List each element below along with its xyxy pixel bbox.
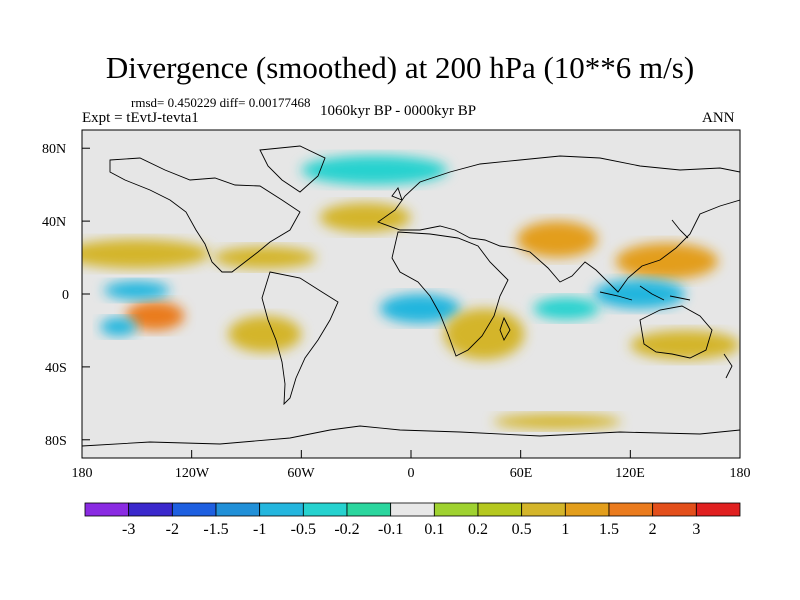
lon-label-60e: 60E — [509, 466, 533, 481]
field-southern-ocean-band — [630, 330, 740, 360]
coastline-japan — [671, 219, 689, 239]
colorbar-swatch — [259, 502, 304, 517]
colorbar-label: 3 — [692, 521, 701, 538]
colorbar-label: 1 — [561, 521, 570, 538]
coastline-antarctica — [82, 425, 740, 447]
colorbar-swatch — [390, 502, 435, 517]
colorbar-swatch — [171, 502, 217, 517]
colorbar-swatch — [302, 502, 348, 517]
colorbar-swatch — [215, 502, 261, 517]
lon-label-120e: 120E — [615, 466, 645, 481]
colorbar-swatch — [346, 502, 392, 517]
colorbar-label: 0.1 — [424, 521, 445, 538]
lat-label-40s: 40S — [45, 361, 67, 376]
coastline-madagascar — [499, 316, 511, 342]
divergence-field-layer — [82, 155, 740, 429]
lon-label-60w: 60W — [287, 466, 315, 481]
coastline-new-zealand — [723, 353, 733, 379]
colorbar-label: 2 — [648, 521, 657, 538]
colorbar-label: 0.2 — [468, 521, 488, 538]
period-label: 1060kyr BP - 0000kyr BP — [320, 103, 477, 119]
coastline-uk — [391, 187, 403, 201]
colorbar-swatch — [521, 502, 566, 517]
field-asia-band — [517, 221, 598, 258]
field-eastern-pacific-trough — [103, 281, 170, 300]
colorbar-label: -3 — [121, 521, 136, 538]
colorbar-label: -0.2 — [334, 521, 360, 538]
colorbar-swatch — [564, 502, 610, 517]
coastline-africa — [391, 231, 509, 357]
colorbar-label: -1.5 — [203, 521, 229, 538]
colorbar-label: 1.5 — [599, 521, 619, 538]
experiment-label: Expt = tEvtJ-tevta1 — [82, 110, 199, 126]
colorbar — [84, 502, 741, 517]
coastline-greenland — [259, 145, 326, 193]
colorbar-swatch — [695, 502, 741, 517]
coastline-australia — [639, 305, 713, 359]
lat-label-80s: 80S — [45, 434, 67, 449]
lat-label-equator: 0 — [62, 288, 69, 303]
field-arctic-trough — [301, 155, 448, 185]
lon-label-180e: 180 — [729, 466, 751, 481]
field-antarctic-band — [493, 414, 622, 429]
lon-label-120w: 120W — [174, 466, 210, 481]
lon-label-180w: 180 — [71, 466, 93, 481]
field-maritime-continent-trough — [593, 279, 686, 309]
field-africa-trough — [379, 294, 461, 324]
field-south-pacific-trough — [100, 317, 137, 336]
colorbar-swatch — [433, 502, 479, 517]
field-indian-ocean-band — [443, 308, 525, 360]
field-south-america-band — [228, 315, 302, 353]
season-label: ANN — [702, 110, 735, 126]
field-west-pacific-band — [615, 242, 719, 280]
lat-label-40n: 40N — [42, 215, 67, 230]
field-north-pacific-band — [82, 239, 210, 269]
coastline-north-america — [109, 157, 301, 273]
coastline-eurasia — [377, 155, 740, 293]
axis-ticks — [81, 147, 741, 458]
colorbar-label: -2 — [165, 521, 179, 538]
lon-label-0: 0 — [407, 466, 415, 481]
colorbar-label: -0.1 — [377, 521, 404, 538]
coastline-south-america — [261, 271, 339, 406]
colorbar-swatch — [652, 502, 697, 517]
colorbar-label: -1 — [252, 521, 267, 538]
stats-text: rmsd= 0.450229 diff= 0.00177468 — [131, 95, 311, 110]
colorbar-label: 0.5 — [511, 521, 532, 538]
field-north-atlantic-band — [319, 202, 411, 233]
lat-label-80n: 80N — [42, 142, 67, 157]
field-indian-ocean-trough — [533, 297, 600, 320]
colorbar-swatch — [128, 502, 173, 517]
field-central-pacific-maximum — [125, 301, 185, 331]
coastline-indonesia — [599, 285, 691, 301]
colorbar-swatch — [84, 502, 130, 517]
plot-title: Divergence (smoothed) at 200 hPa (10**6 … — [105, 50, 695, 85]
colorbar-swatch — [608, 502, 654, 517]
field-caribbean-band — [213, 246, 316, 269]
colorbar-swatch — [477, 502, 523, 517]
coastline-layer — [82, 145, 740, 447]
colorbar-label: -0.5 — [290, 521, 316, 538]
